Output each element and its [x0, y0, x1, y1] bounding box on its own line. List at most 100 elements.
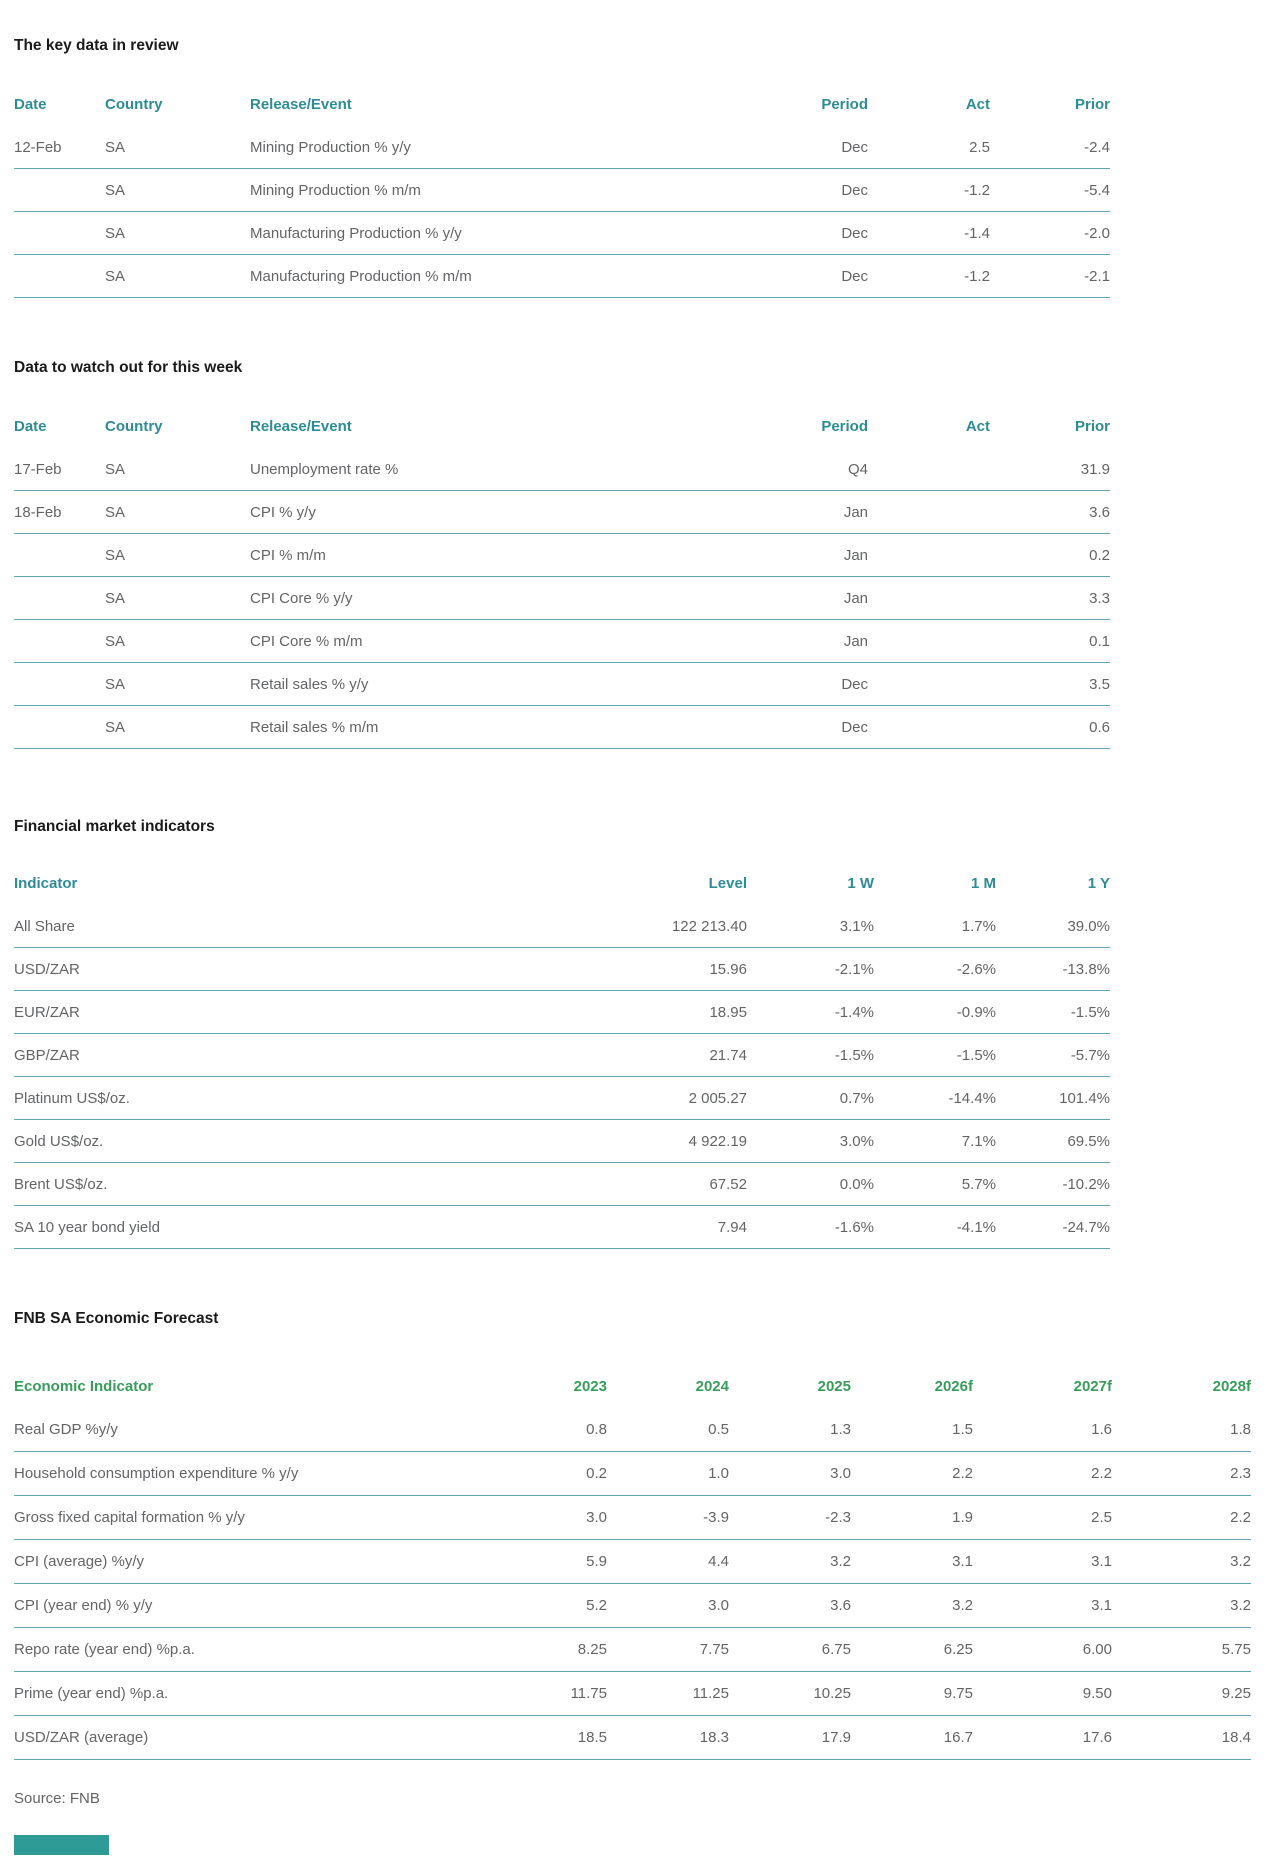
table-cell: 5.75 — [1221, 1641, 1251, 1658]
table-row: Gold US$/oz. 4 922.19 3.0% 7.1% 69.5% — [14, 1120, 1110, 1163]
table-row: Gross fixed capital formation % y/y 3.0 -3… — [14, 1496, 1251, 1540]
table-cell: 11.75 — [570, 1685, 607, 1702]
table-cell: Manufacturing Production % m/m — [250, 267, 472, 285]
table-cell: Retail sales % y/y — [250, 675, 369, 693]
table-cell: 3.6 — [1089, 503, 1110, 521]
table-cell: 3.1 — [1091, 1553, 1112, 1570]
table-row: Household consumption expenditure % y/y 0… — [14, 1452, 1251, 1496]
table-cell: 18.5 — [577, 1729, 607, 1746]
table-cell: 2.3 — [1230, 1465, 1251, 1482]
table-cell: 0.2 — [586, 1465, 607, 1482]
table-row: SA CPI % m/m Jan 0.2 — [14, 534, 1110, 577]
table-cell: -5.4 — [1084, 181, 1110, 199]
table-cell: GBP/ZAR — [14, 1046, 80, 1064]
table-cell: 0.7% — [839, 1089, 874, 1107]
table-row: CPI (year end) % y/y 5.2 3.0 3.6 3.2 3.1 3.2 — [14, 1584, 1251, 1628]
table-cell: 0.6 — [1089, 718, 1110, 736]
table-cell: -2.1 — [1084, 267, 1110, 285]
data-to-watch-table: Date Country Release/Event Period Act Prior 17… — [14, 405, 1110, 749]
table-row: CPI (average) %y/y 5.9 4.4 3.2 3.1 3.1 3.2 — [14, 1540, 1251, 1584]
table-cell: Jan — [843, 589, 868, 607]
table-cell: 18.95 — [709, 1003, 747, 1021]
table-cell: USD/ZAR — [14, 960, 80, 978]
section-title: The key data in review — [14, 37, 179, 54]
table-cell: Prime (year end) %p.a. — [14, 1685, 169, 1702]
table-row: Brent US$/oz. 67.52 0.0% 5.7% -10.2% — [14, 1163, 1110, 1206]
table-row: 12-Feb SA Mining Production % y/y Dec 2.5 -2.… — [14, 126, 1110, 169]
table-cell: 5.9 — [586, 1553, 607, 1570]
table-cell: 4 922.19 — [688, 1132, 747, 1150]
column-header: 2028f — [1212, 1377, 1251, 1395]
column-header: Period — [821, 96, 868, 113]
table-cell: 0.0% — [839, 1175, 874, 1193]
table-cell: -1.2 — [964, 267, 990, 285]
table-cell: -1.4 — [964, 224, 990, 242]
column-header: 2027f — [1073, 1377, 1112, 1395]
table-cell: Q4 — [847, 460, 868, 478]
table-cell: 2.2 — [1091, 1465, 1112, 1482]
table-cell: 3.0% — [839, 1132, 874, 1150]
table-cell: 1.3 — [830, 1421, 851, 1438]
table-cell: -1.5% — [956, 1046, 996, 1064]
table-cell: 7.1% — [961, 1132, 996, 1150]
table-cell: 1.9 — [952, 1509, 973, 1526]
table-header-row: Date Country Release/Event Period Act Prior — [14, 83, 1110, 126]
table-cell: 11.25 — [692, 1685, 729, 1702]
table-cell: CPI % y/y — [250, 503, 316, 521]
table-cell: 1.8 — [1230, 1421, 1251, 1438]
table-cell: 4.4 — [708, 1553, 729, 1570]
table-cell: 17.9 — [821, 1729, 851, 1746]
table-cell: Dec — [841, 224, 868, 242]
table-cell: 1.7% — [961, 917, 996, 935]
source-note: Source: FNB — [14, 1790, 100, 1807]
table-cell: SA — [105, 546, 126, 564]
column-header: Country — [105, 96, 163, 113]
table-row: 18-Feb SA CPI % y/y Jan 3.6 — [14, 491, 1110, 534]
table-cell: SA — [105, 267, 126, 285]
table-cell: 10.25 — [813, 1685, 851, 1702]
table-cell: -2.4 — [1084, 138, 1110, 156]
table-cell: Brent US$/oz. — [14, 1175, 108, 1193]
table-cell: 0.5 — [708, 1421, 729, 1438]
column-header: Release/Event — [250, 96, 352, 113]
table-cell: USD/ZAR (average) — [14, 1729, 149, 1746]
table-cell: -3.9 — [703, 1509, 729, 1526]
table-cell: -2.3 — [825, 1509, 851, 1526]
column-header: 1 M — [970, 875, 996, 892]
table-cell: 17-Feb — [14, 460, 62, 478]
column-header: Prior — [1074, 96, 1110, 113]
table-row: SA Retail sales % y/y Dec 3.5 — [14, 663, 1110, 706]
table-cell: Manufacturing Production % y/y — [250, 224, 462, 242]
table-row: SA Mining Production % m/m Dec -1.2 -5.4 — [14, 169, 1110, 212]
table-cell: Real GDP %y/y — [14, 1421, 118, 1438]
table-cell: Dec — [841, 267, 868, 285]
column-header: Period — [821, 418, 868, 435]
table-cell: SA — [105, 224, 126, 242]
column-header: Indicator — [14, 875, 78, 892]
table-cell: CPI (year end) % y/y — [14, 1597, 153, 1614]
table-cell: 3.2 — [952, 1597, 973, 1614]
table-cell: 12-Feb — [14, 138, 62, 156]
table-cell: Household consumption expenditure % y/y — [14, 1465, 299, 1482]
table-row: 17-Feb SA Unemployment rate % Q4 31.9 — [14, 448, 1110, 491]
table-cell: 15.96 — [709, 960, 747, 978]
table-cell: 6.75 — [821, 1641, 851, 1658]
table-cell: 2.5 — [1091, 1509, 1112, 1526]
column-header: Date — [14, 418, 47, 435]
table-row: SA Manufacturing Production % y/y Dec -1.4 -… — [14, 212, 1110, 255]
column-header: 2023 — [573, 1377, 607, 1395]
table-cell: Dec — [841, 181, 868, 199]
table-cell: 9.75 — [943, 1685, 973, 1702]
table-row: EUR/ZAR 18.95 -1.4% -0.9% -1.5% — [14, 991, 1110, 1034]
table-cell: -2.1% — [834, 960, 874, 978]
table-cell: 67.52 — [709, 1175, 747, 1193]
column-header: Level — [708, 875, 747, 892]
table-row: USD/ZAR (average) 18.5 18.3 17.9 16.7 17.6 18.… — [14, 1716, 1251, 1760]
section-key-data-review: The key data in review Date Country Releas… — [14, 0, 1266, 298]
table-cell: 5.7% — [961, 1175, 996, 1193]
table-cell: 0.8 — [586, 1421, 607, 1438]
table-cell: 2.2 — [952, 1465, 973, 1482]
table-cell: 1.0 — [708, 1465, 729, 1482]
table-cell: SA 10 year bond yield — [14, 1218, 160, 1236]
table-cell: 7.94 — [717, 1218, 747, 1236]
